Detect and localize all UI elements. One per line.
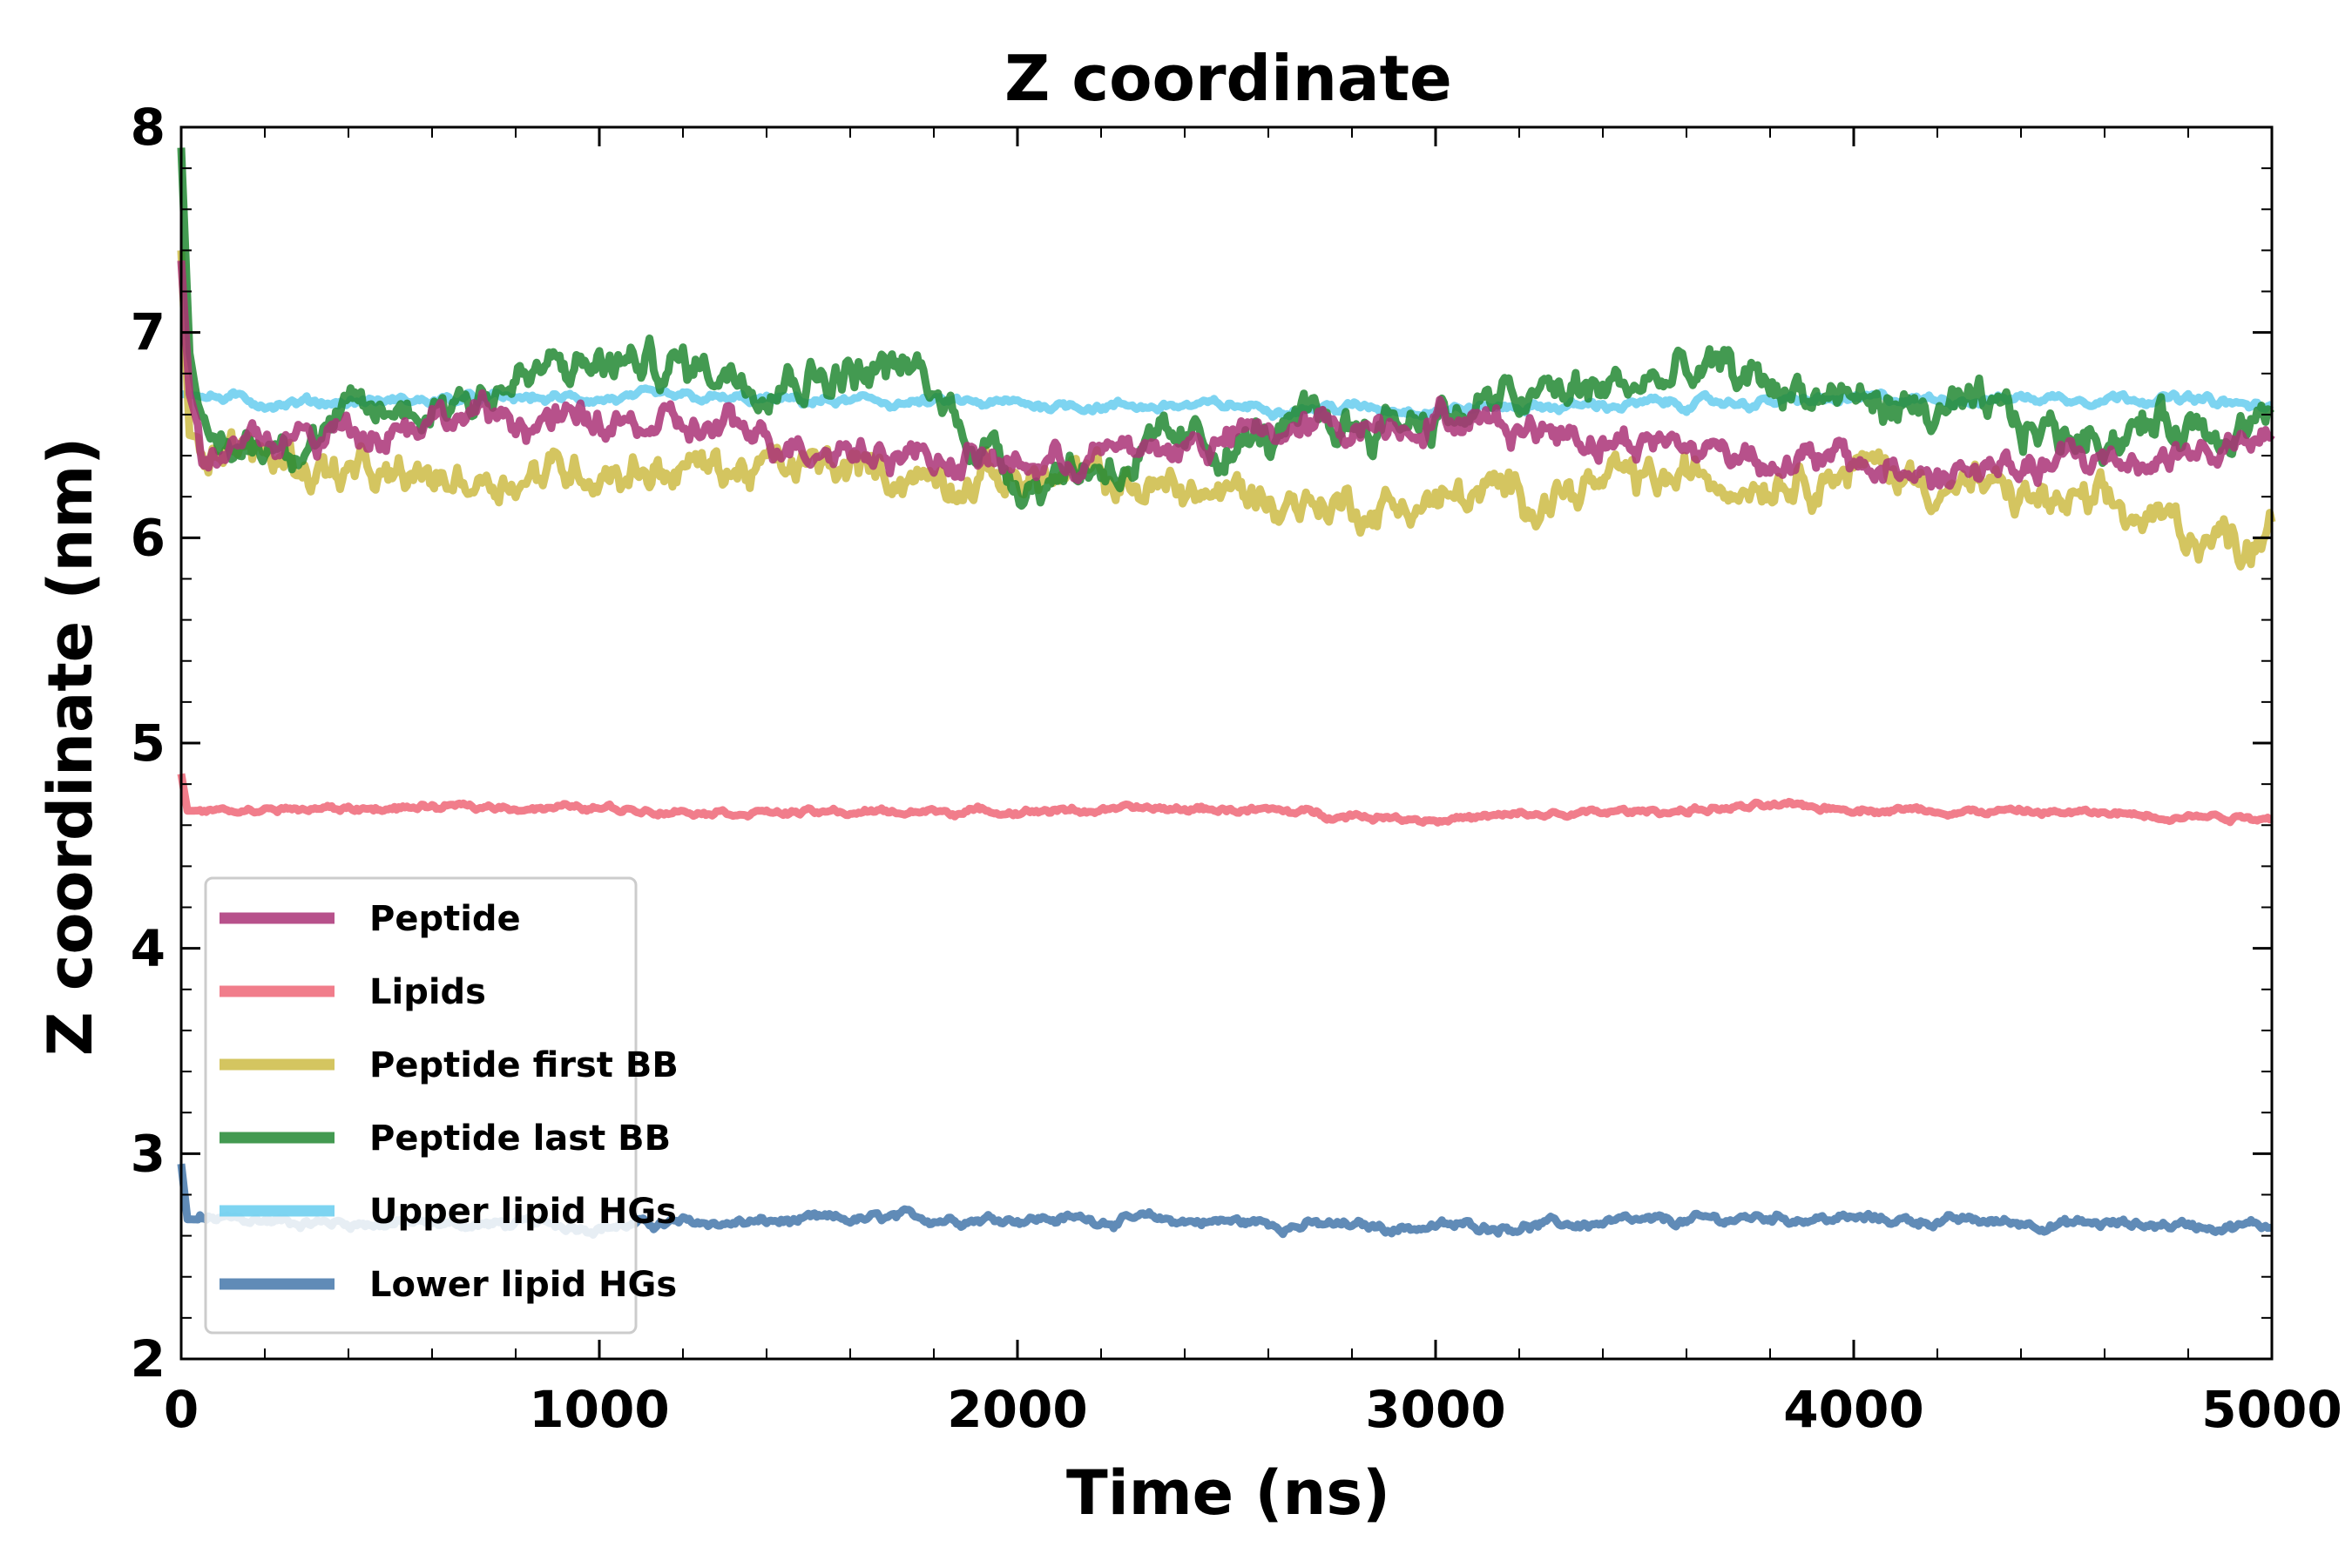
x-tick-label: 1000 [529, 1380, 669, 1439]
x-axis-label: Time (ns) [1066, 1457, 1390, 1529]
legend: Peptide Lipids Peptide first BB Peptide las… [204, 876, 679, 1335]
legend-label: Peptide last BB [369, 1119, 671, 1159]
x-tick-label: 2000 [947, 1380, 1087, 1439]
plot-frame [179, 125, 2274, 1361]
series-line-peptide [177, 260, 2275, 491]
series-line-peptide-first-bb [177, 250, 2276, 571]
y-tick-label: 7 [131, 303, 166, 362]
x-tick-label: 0 [164, 1380, 199, 1439]
y-axis-label: Z coordinate (nm) [35, 437, 106, 1057]
legend-label: Lipids [369, 972, 486, 1012]
legend-label: Lower lipid HGs [369, 1265, 677, 1305]
y-tick-label: 5 [131, 713, 166, 773]
x-tick-label: 4000 [1783, 1380, 1923, 1439]
y-tick-label: 2 [131, 1329, 166, 1389]
chart-title: Z coordinate [1004, 42, 1452, 115]
y-tick-label: 4 [131, 919, 166, 978]
legend-label: Peptide [369, 899, 521, 939]
legend-label: Upper lipid HGs [369, 1192, 677, 1232]
ticks-layer: 0 1000 2000 3000 4000 5000 2 3 4 5 6 7 8 [131, 98, 2342, 1439]
y-tick-label: 6 [131, 508, 166, 567]
series-line-peptide-last-bb [177, 147, 2274, 510]
x-tick-label: 5000 [2201, 1380, 2342, 1439]
legend-label: Peptide first BB [369, 1045, 679, 1085]
y-tick-label: 8 [131, 98, 166, 157]
series-line-lipids [177, 773, 2274, 827]
x-tick-label: 3000 [1365, 1380, 1505, 1439]
y-tick-label: 3 [131, 1124, 166, 1183]
series-layer [177, 147, 2276, 1239]
